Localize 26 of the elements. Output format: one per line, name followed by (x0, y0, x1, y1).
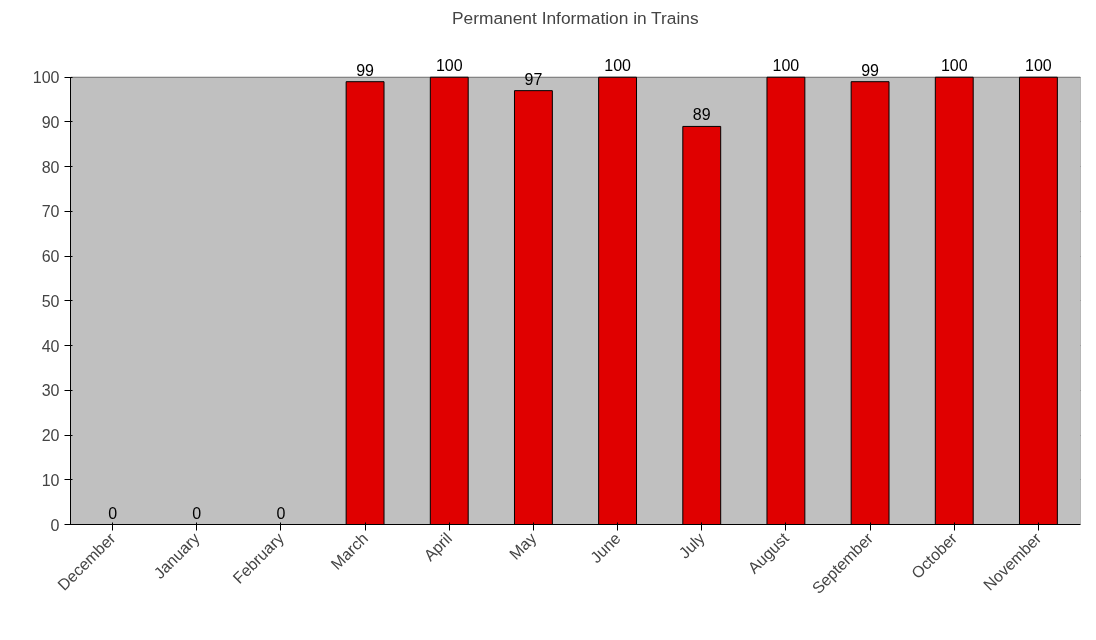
chart-title: Permanent Information in Trains (452, 7, 699, 28)
y-tick-label: 20 (41, 427, 60, 445)
data-label: 99 (356, 61, 375, 79)
y-tick-label: 70 (41, 203, 60, 221)
data-label: 0 (276, 504, 286, 522)
x-tick-label: May (506, 529, 540, 563)
y-tick-label: 40 (41, 337, 60, 355)
data-label: 97 (524, 70, 543, 88)
y-tick-label: 60 (41, 248, 60, 266)
x-tick-label: July (675, 529, 708, 562)
y-tick-label: 90 (41, 113, 60, 131)
y-tick-label: 30 (41, 382, 60, 400)
y-tick-label: 80 (41, 158, 60, 176)
data-label: 89 (692, 106, 711, 124)
data-label: 0 (192, 504, 202, 522)
y-tick-label: 10 (41, 471, 60, 489)
y-tick-label: 50 (41, 292, 60, 310)
data-label: 100 (1025, 57, 1052, 75)
data-label: 99 (861, 61, 880, 79)
data-label: 100 (435, 57, 463, 75)
y-tick-label: 100 (32, 69, 60, 87)
data-label: 100 (604, 57, 632, 75)
y-tick-label: 0 (50, 516, 60, 534)
data-label: 100 (772, 57, 800, 75)
data-label: 100 (940, 57, 968, 75)
data-label: 0 (108, 504, 118, 522)
